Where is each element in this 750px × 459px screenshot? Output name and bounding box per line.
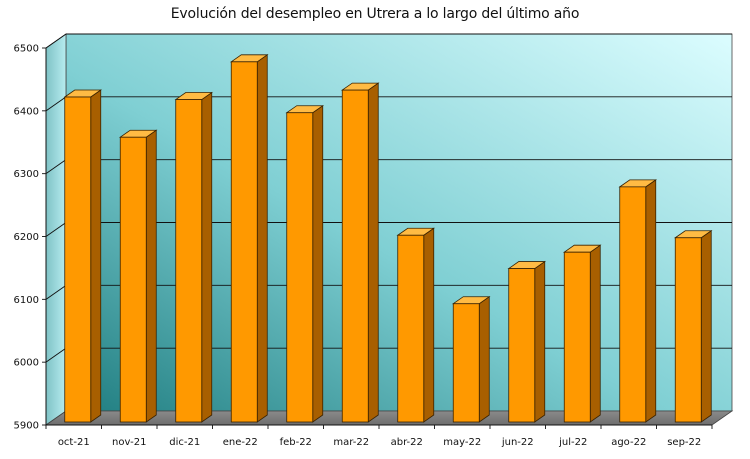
bar-side xyxy=(312,104,324,423)
bar-front xyxy=(397,234,425,423)
bar-front xyxy=(619,186,647,423)
x-tick-label: oct-21 xyxy=(58,437,90,448)
bar-side xyxy=(645,179,657,423)
bar-side xyxy=(145,129,157,423)
bar-side xyxy=(589,244,601,423)
x-tick-label: mar-22 xyxy=(333,437,369,448)
gridline-side xyxy=(45,347,67,363)
x-tick-label: abr-22 xyxy=(391,437,423,448)
bar xyxy=(618,179,658,423)
bar xyxy=(562,244,602,423)
y-tick-label: 6000 xyxy=(14,358,39,369)
y-tick-label: 6200 xyxy=(14,232,39,243)
bar-side xyxy=(478,295,490,423)
bar xyxy=(174,91,214,423)
y-tick-label: 6300 xyxy=(14,169,39,180)
gridline-side xyxy=(45,33,67,49)
bar xyxy=(673,229,713,423)
bar xyxy=(507,260,547,423)
bar-side xyxy=(700,229,712,423)
bar-front xyxy=(563,251,591,423)
x-tick-label: ene-22 xyxy=(223,437,258,448)
gridline-side xyxy=(45,159,67,175)
bar-side xyxy=(201,91,213,423)
bar xyxy=(118,129,158,423)
y-tick-label: 6400 xyxy=(14,106,39,117)
gridline-side xyxy=(45,96,67,112)
bar xyxy=(340,82,380,423)
y-tick-label: 5900 xyxy=(14,421,39,432)
bar xyxy=(451,295,491,423)
chart-title: Evolución del desempleo en Utrera a lo l… xyxy=(170,6,580,22)
bar xyxy=(63,89,103,423)
bar-side xyxy=(256,54,268,423)
bar-front xyxy=(508,268,536,423)
bar-front xyxy=(64,96,92,423)
bar xyxy=(396,227,436,423)
y-tick-label: 6100 xyxy=(14,295,39,306)
bar-front xyxy=(119,136,147,423)
x-tick-label: feb-22 xyxy=(280,437,312,448)
x-tick-label: sep-22 xyxy=(667,437,701,448)
bar xyxy=(229,54,269,423)
gridline-side xyxy=(45,284,67,300)
bar-front xyxy=(175,99,203,423)
bar-front xyxy=(674,237,702,423)
bar-front xyxy=(452,303,480,423)
x-tick-label: jun-22 xyxy=(501,437,534,448)
gridline-side xyxy=(45,222,67,237)
bar-side xyxy=(534,260,546,423)
bar xyxy=(285,104,325,423)
bar-front xyxy=(341,89,369,423)
x-tick-label: ago-22 xyxy=(611,437,646,448)
x-tick-label: nov-21 xyxy=(112,437,146,448)
bar-side xyxy=(90,89,102,423)
y-tick-label: 6500 xyxy=(14,44,39,55)
x-tick-label: jul-22 xyxy=(558,437,587,448)
bar-side xyxy=(367,82,379,423)
bar-front xyxy=(286,112,314,423)
bar-side xyxy=(423,227,435,423)
bar-front xyxy=(230,61,258,423)
x-tick-label: may-22 xyxy=(443,437,481,448)
x-tick-label: dic-21 xyxy=(169,437,200,448)
